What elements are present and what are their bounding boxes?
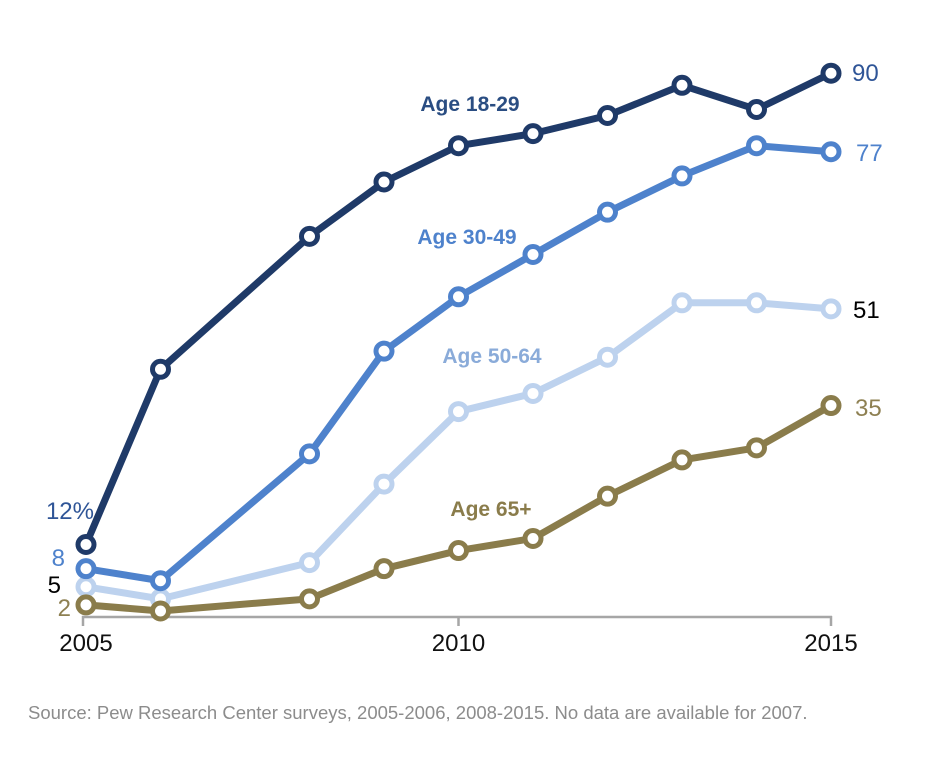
x-tick-label: 2005 [59, 630, 112, 657]
start-value-label-age-30-49: 8 [52, 545, 65, 572]
end-value-label-age-50-64: 51 [853, 297, 880, 324]
data-point-age-65-2014 [746, 437, 767, 459]
data-point-age-50-64-2005 [75, 576, 97, 598]
data-point-age-18-29-2015 [820, 62, 842, 84]
data-point-age-30-49-2011 [522, 243, 544, 265]
end-value-label-age-18-29: 90 [852, 60, 879, 87]
data-point-age-18-29-2013 [671, 74, 693, 96]
data-point-age-18-29-2011 [522, 123, 544, 145]
series-line-age-50-64 [82, 299, 835, 603]
data-point-age-18-29-2005 [75, 533, 97, 555]
series-line-age-18-29 [82, 69, 835, 548]
start-value-label-age-18-29: 12% [46, 498, 94, 525]
data-point-age-30-49-2013 [671, 165, 693, 187]
data-point-age-65-2013 [671, 449, 693, 471]
social-media-usage-by-age-line-chart: 2005 2010 2015 Age 18-29 12% 90 Age 30-49 8 77 Ag… [46, 60, 883, 657]
data-point-age-50-64-2008 [299, 552, 320, 574]
data-point-age-65-2009 [373, 558, 395, 580]
data-point-age-30-49-2009 [373, 340, 395, 362]
data-point-age-50-64-2014 [746, 292, 767, 314]
data-point-age-65-2008 [299, 588, 320, 610]
data-point-age-65-2006 [150, 600, 171, 622]
data-point-age-50-64-2011 [522, 382, 544, 404]
data-point-age-18-29-2012 [597, 105, 618, 127]
series-line-age-65 [82, 402, 835, 615]
x-tick-label: 2010 [432, 630, 485, 657]
end-value-label-age-65: 35 [855, 395, 882, 422]
source-note: Source: Pew Research Center surveys, 200… [28, 702, 808, 723]
data-point-age-50-64-2012 [597, 346, 618, 368]
data-point-age-30-49-2012 [597, 201, 618, 223]
data-point-age-18-29-2009 [373, 171, 395, 193]
data-point-age-30-49-2015 [820, 141, 842, 163]
data-point-age-50-64-2009 [373, 473, 395, 495]
data-point-age-65-2012 [597, 485, 618, 507]
data-point-age-50-64-2013 [671, 292, 693, 314]
x-tick-label: 2015 [804, 630, 857, 657]
series-line-age-30-49 [82, 142, 835, 585]
data-point-age-30-49-2005 [75, 558, 97, 580]
series-label-age-30-49: Age 30-49 [417, 226, 516, 249]
data-point-age-65-2005 [75, 594, 97, 616]
series-label-age-18-29: Age 18-29 [420, 93, 519, 116]
data-point-age-30-49-2008 [299, 443, 320, 465]
data-point-age-50-64-2010 [448, 401, 469, 423]
data-point-age-65-2015 [820, 395, 842, 417]
data-point-age-18-29-2008 [299, 225, 320, 247]
data-point-age-18-29-2014 [746, 98, 767, 120]
data-point-age-65-2011 [522, 527, 544, 549]
data-point-age-18-29-2010 [448, 135, 469, 157]
data-point-age-30-49-2014 [746, 135, 767, 157]
start-value-label-age-65: 2 [58, 595, 71, 622]
series-label-age-50-64: Age 50-64 [442, 345, 542, 368]
end-value-label-age-30-49: 77 [856, 140, 883, 167]
data-point-age-65-2010 [448, 540, 469, 562]
start-value-label-age-50-64: 5 [48, 572, 61, 599]
data-point-age-18-29-2006 [150, 358, 171, 380]
data-point-age-30-49-2010 [448, 286, 469, 308]
data-point-age-50-64-2015 [820, 298, 842, 320]
data-point-age-30-49-2006 [150, 570, 171, 592]
series-label-age-65: Age 65+ [450, 498, 531, 521]
